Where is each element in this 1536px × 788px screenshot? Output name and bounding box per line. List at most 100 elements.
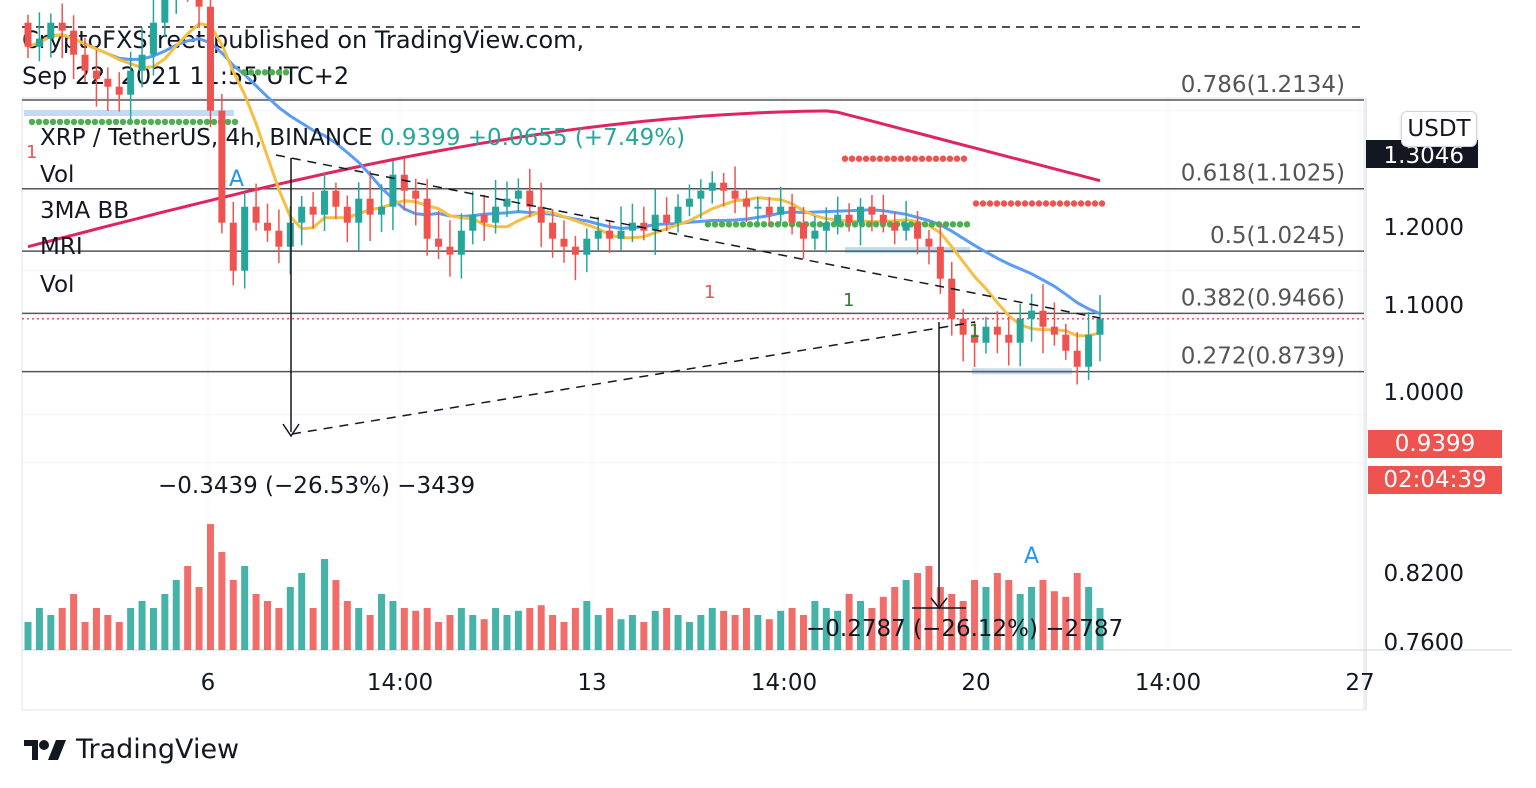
mri-dot-red	[1084, 200, 1092, 207]
candle-body	[845, 214, 853, 223]
candle-body	[298, 206, 306, 223]
volume-bar	[321, 559, 329, 650]
time-tick-label: 14:00	[1135, 670, 1201, 696]
legend-last: 0.9399	[380, 125, 468, 151]
count-marker: 1	[704, 282, 715, 303]
candle-body	[58, 22, 66, 31]
volume-bar	[857, 601, 865, 650]
mri-dot-red	[869, 155, 877, 162]
mri-dot-green	[105, 118, 113, 126]
price-tick-label: 0.7600	[1384, 630, 1464, 656]
mri-dot-red	[979, 200, 987, 207]
candle-body	[263, 222, 271, 231]
candle-body	[1085, 334, 1093, 367]
volume-bar	[594, 615, 602, 650]
candle-body	[492, 206, 500, 223]
mri-dot-red	[953, 155, 961, 162]
candle-body	[651, 214, 659, 231]
volume-bar	[423, 608, 431, 650]
volume-bar	[1050, 591, 1058, 650]
tradingview-logo[interactable]: TradingView	[22, 734, 239, 765]
legend-symbol-line: XRP / TetherUS, 4h, BINANCE 0.9399 +0.06…	[40, 125, 685, 151]
currency-button[interactable]: USDT	[1401, 111, 1477, 147]
volume-bar	[891, 587, 899, 650]
count-marker: 1	[969, 321, 980, 342]
candle-body	[195, 0, 203, 7]
candle-body	[104, 78, 112, 87]
price-tick-label: 1.0000	[1384, 380, 1464, 406]
candle-body	[731, 190, 739, 199]
mri-dot-green	[865, 221, 873, 228]
mri-dot-green	[928, 221, 936, 228]
triangle-upper-line	[275, 154, 1101, 319]
fib-retracement[interactable]: 0.786(1.2134) 0.618(1.1025) 0.5(1.0245) 0.3…	[22, 26, 1364, 373]
volume-bar	[275, 608, 283, 650]
candle-body	[446, 246, 454, 255]
time-tick-label: 14:00	[751, 670, 817, 696]
volume-bar	[104, 615, 112, 650]
volume-bar	[24, 622, 32, 650]
mri-dot-green	[203, 118, 211, 126]
candle-body	[400, 174, 408, 191]
mri-dot-red	[993, 200, 1001, 207]
mri-dot-green	[112, 118, 120, 126]
volume-bar	[35, 608, 43, 650]
mri-dot-green	[224, 118, 232, 126]
time-tick-label: 13	[577, 670, 606, 696]
time-tick-label: 27	[1345, 670, 1374, 696]
volume-bar	[742, 608, 750, 650]
volume-bar	[252, 594, 260, 650]
volume-bar	[685, 622, 693, 650]
mri-dot-green	[774, 221, 782, 228]
mri-dot-green	[949, 221, 957, 228]
candle-body	[1073, 350, 1081, 367]
candle-body	[594, 230, 602, 239]
volume-bar	[206, 524, 214, 650]
mri-dot-green	[91, 118, 99, 126]
count-marker: 1	[26, 142, 37, 163]
candles[interactable]	[24, 0, 1104, 385]
candle-body	[332, 190, 340, 207]
time-tick-label: 20	[961, 670, 990, 696]
volume-bar	[640, 622, 648, 650]
mri-dot-red	[972, 200, 980, 207]
mri-dot-green	[816, 221, 824, 228]
fib-label: 0.618(1.1025)	[1181, 161, 1345, 187]
mri-dot-green	[963, 221, 971, 228]
mri-dot-green	[63, 118, 71, 126]
volume-bar	[378, 594, 386, 650]
volume-bar	[822, 608, 830, 650]
volume-bar	[777, 610, 785, 650]
candle-body	[628, 222, 636, 231]
drawings[interactable]: −0.3439 (−26.53%) −3439 −0.2787 (−26.12%)…	[26, 142, 1123, 642]
mri-dot-green	[147, 118, 155, 126]
volume-bar	[948, 594, 956, 650]
mri-dot-green	[35, 118, 43, 126]
candle-body	[959, 318, 967, 335]
mri-dot-red	[932, 155, 940, 162]
mri-dot-red	[1098, 200, 1106, 207]
mri-dot-red	[1070, 200, 1078, 207]
volume-bar	[343, 601, 351, 650]
volume-bar	[754, 615, 762, 650]
candle-body	[1062, 334, 1070, 351]
volume-bar	[366, 615, 374, 650]
volume-bars	[24, 524, 1104, 650]
fib-label: 0.5(1.0245)	[1210, 223, 1345, 249]
candle-body	[343, 206, 351, 223]
candle-body	[777, 206, 785, 215]
volume-bar	[959, 601, 967, 650]
mri-dot-green	[49, 118, 57, 126]
volume-bar	[879, 596, 887, 650]
volume-bar	[332, 580, 340, 650]
volume-bar	[172, 580, 180, 650]
mri-dot-green	[231, 118, 239, 126]
volume-bar	[799, 615, 807, 650]
volume-bar	[81, 622, 89, 650]
ma-slow-line	[27, 109, 1101, 249]
mri-dot-red	[855, 155, 863, 162]
volume-bar	[514, 610, 522, 650]
mri-dot-green	[921, 221, 929, 228]
plot-frame	[21, 97, 1365, 711]
